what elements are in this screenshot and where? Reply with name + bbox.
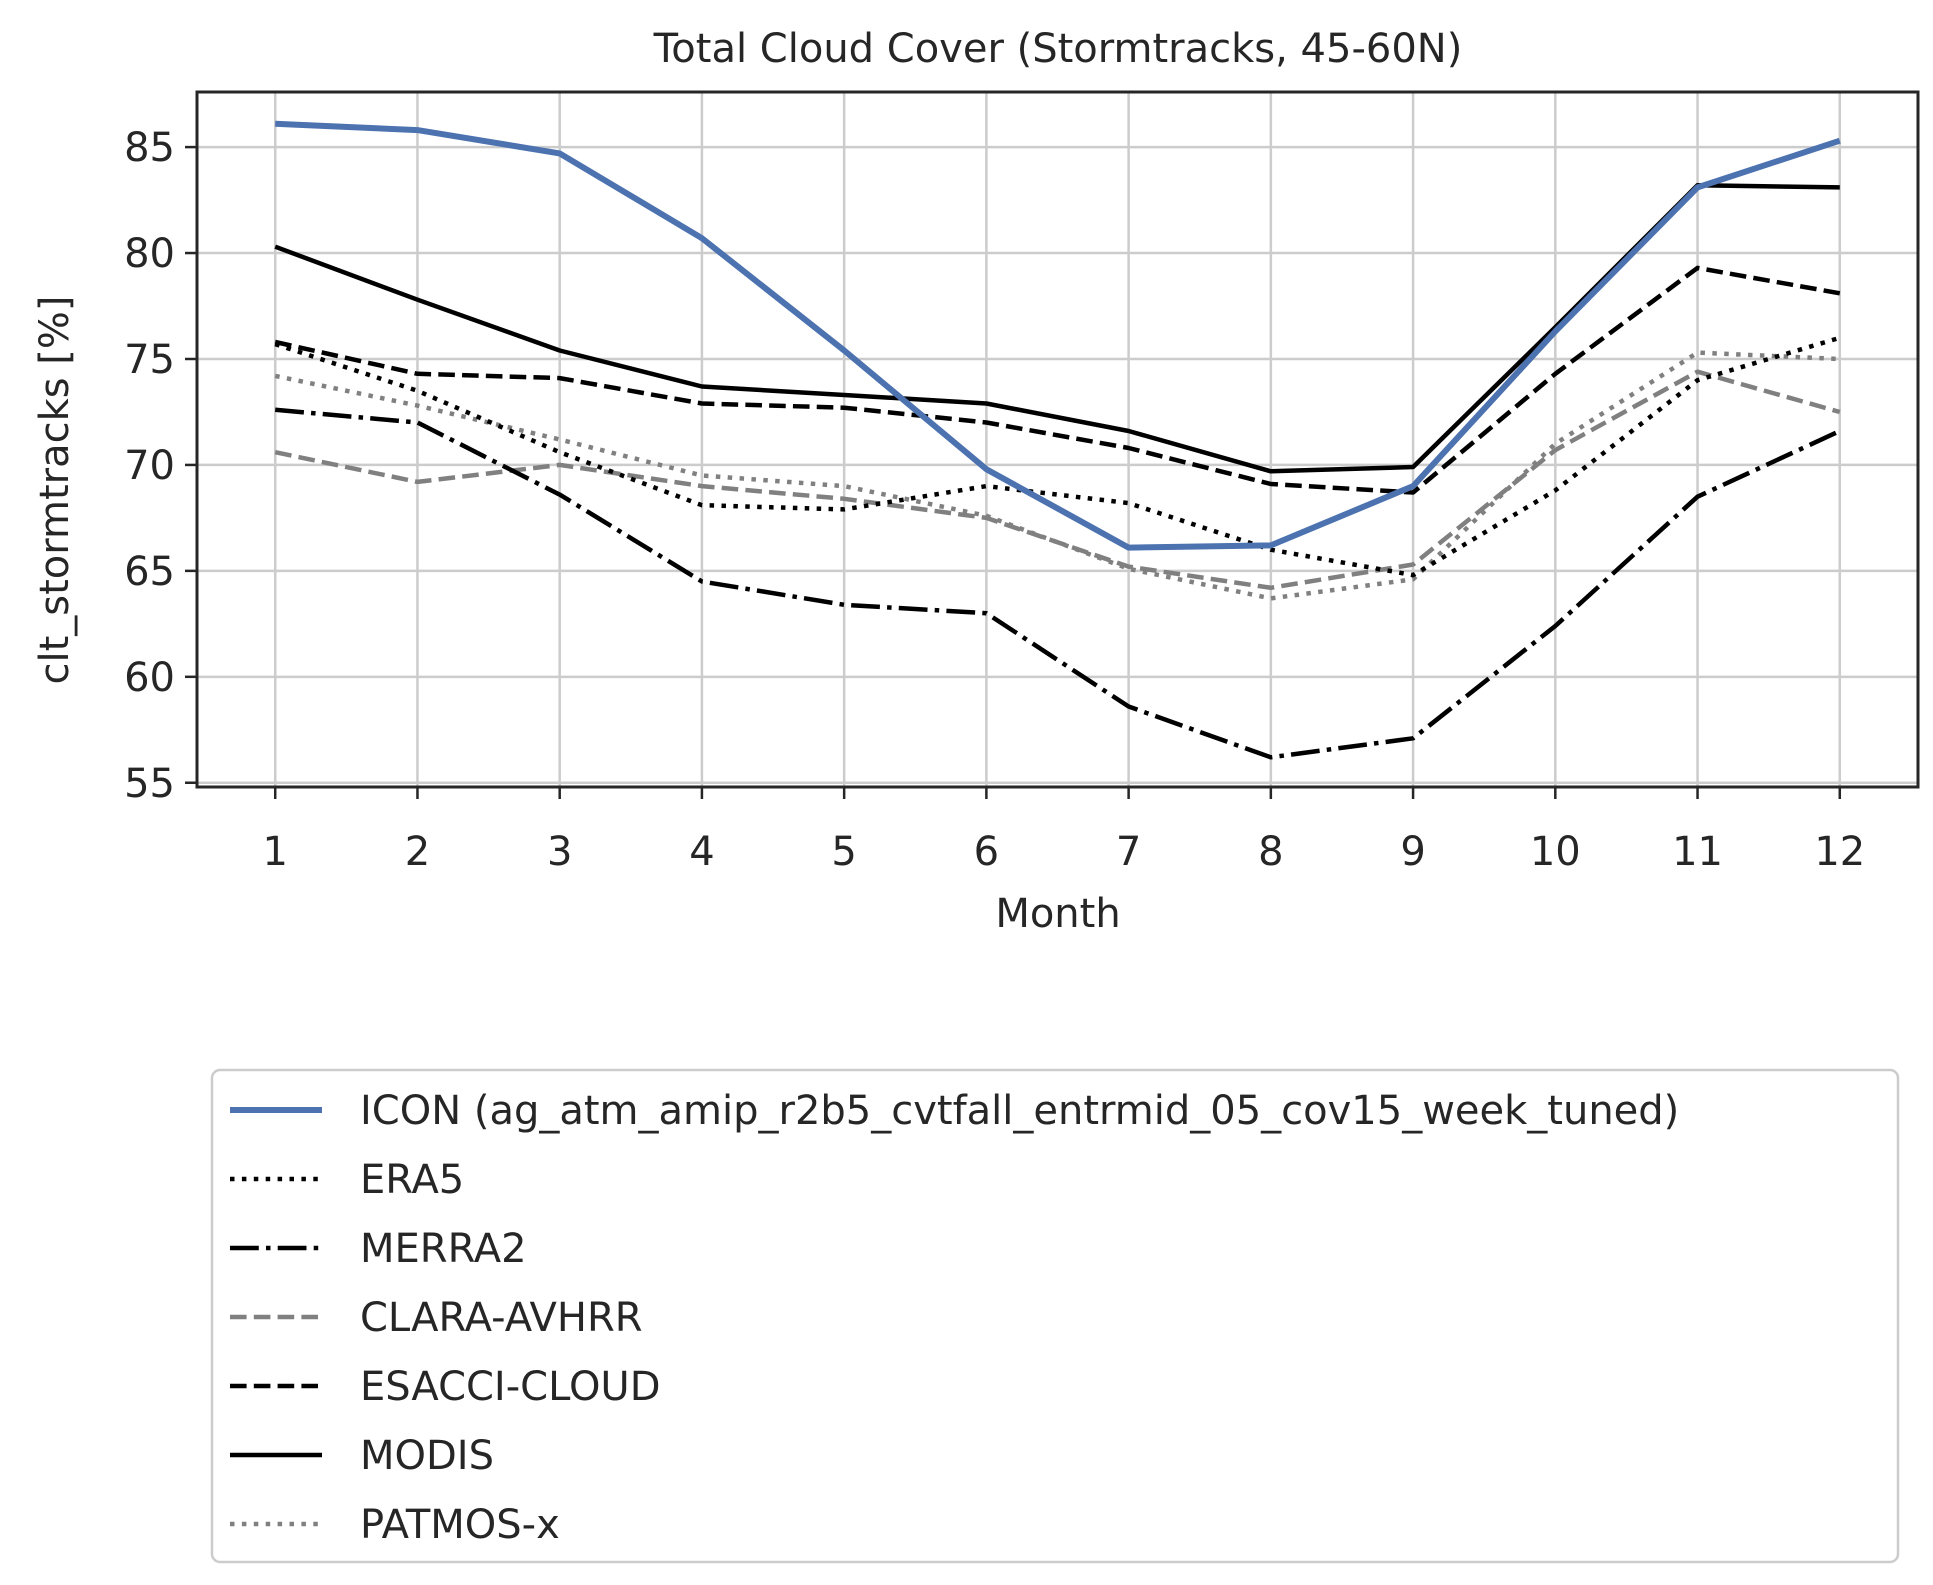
legend: ICON (ag_atm_amip_r2b5_cvtfall_entrmid_0…	[210, 1068, 1900, 1564]
legend-label: MERRA2	[360, 1226, 527, 1272]
grid	[197, 92, 1918, 787]
series-line-merra2	[274, 407, 1841, 760]
x-tick-label: 1	[263, 829, 288, 875]
chart-title: Total Cloud Cover (Stormtracks, 45-60N)	[653, 26, 1463, 72]
legend-box	[210, 1068, 1900, 1564]
legend-label: MODIS	[360, 1433, 494, 1479]
plot-frame	[195, 90, 1920, 789]
x-tick-label: 4	[689, 829, 714, 875]
x-tick-label: 10	[1530, 829, 1581, 875]
x-tick-label: 6	[974, 829, 999, 875]
x-tick-label: 11	[1672, 829, 1723, 875]
y-tick-label: 70	[124, 443, 175, 489]
y-tick-label: 85	[124, 125, 175, 171]
series-line-clara-avhrr	[274, 369, 1841, 591]
x-tick-label: 9	[1400, 829, 1425, 875]
y-tick-label: 55	[124, 761, 175, 807]
y-tick-label: 60	[124, 655, 175, 701]
x-tick-label: 7	[1116, 829, 1141, 875]
x-tick-label: 3	[547, 829, 572, 875]
x-tick-label: 2	[405, 829, 430, 875]
x-tick-label: 12	[1814, 829, 1865, 875]
x-axis: 1 2 3 4 5 6 7 8 9 10 11 12	[263, 787, 1865, 875]
y-axis: 55 60 65 70 75 80 85	[124, 125, 197, 807]
y-tick-label: 65	[124, 549, 175, 595]
y-tick-label: 80	[124, 231, 175, 277]
y-axis-label: clt_stormtracks [%]	[32, 295, 78, 684]
legend-label: ESACCI-CLOUD	[360, 1364, 661, 1410]
y-tick-label: 75	[124, 337, 175, 383]
series-line-icon	[275, 120, 1841, 551]
legend-label: ICON (ag_atm_amip_r2b5_cvtfall_entrmid_0…	[360, 1088, 1679, 1134]
x-axis-label: Month	[995, 891, 1120, 937]
x-tick-label: 8	[1258, 829, 1283, 875]
x-tick-label: 5	[831, 829, 856, 875]
legend-label: ERA5	[360, 1157, 464, 1203]
legend-label: PATMOS-x	[360, 1502, 560, 1548]
series-lines	[274, 120, 1841, 760]
legend-label: CLARA-AVHRR	[360, 1295, 643, 1341]
series-line-esacci-cloud	[274, 265, 1841, 495]
